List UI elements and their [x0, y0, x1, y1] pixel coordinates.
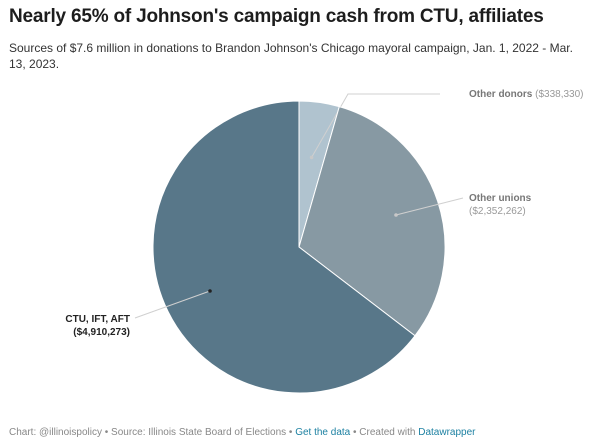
pie-slice-ctu-ift-aft	[152, 100, 416, 394]
leader-line	[134, 290, 211, 319]
source-note: Source: Illinois State Board of Election…	[111, 427, 287, 438]
leader-line	[395, 197, 464, 216]
slice-label: Other donors ($338,330)	[469, 89, 584, 100]
chart-title: Nearly 65% of Johnson's campaign cash fr…	[9, 6, 544, 27]
slice-label: CTU, IFT, AFT	[65, 314, 130, 325]
footer-separator: •	[101, 427, 112, 438]
slice-label: Other unions	[469, 193, 532, 204]
get-the-data-link[interactable]: Get the data	[295, 427, 351, 438]
leader-dot	[309, 155, 314, 160]
footer-separator: •	[286, 427, 296, 438]
pie-slice-other-unions	[298, 106, 446, 337]
chart-subtitle: Sources of $7.6 million in donations to …	[9, 41, 573, 71]
created-with-label: Created with	[359, 427, 419, 438]
footer-separator: •	[350, 427, 360, 438]
slice-value-label: ($4,910,273)	[73, 327, 130, 338]
leader-line	[311, 93, 440, 158]
leader-dot	[394, 213, 398, 217]
chart-credit: Chart: @illinoispolicy	[9, 427, 102, 438]
pie-chart: Other donors ($338,330) Other unions ($2,3…	[65, 89, 584, 394]
datawrapper-link[interactable]: Datawrapper	[418, 427, 476, 438]
chart-footer: Chart: @illinoispolicy • Source: Illinoi…	[9, 427, 475, 438]
slice-value-label: ($2,352,262)	[469, 206, 526, 217]
leader-dot	[208, 289, 212, 293]
